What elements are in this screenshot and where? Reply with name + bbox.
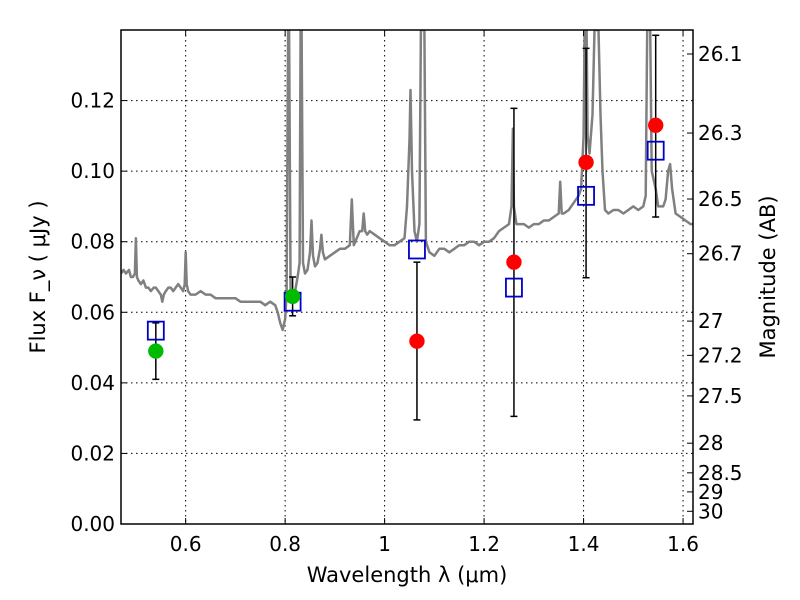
x-tick-label: 0.8 xyxy=(269,532,301,556)
x-axis-label: Wavelength λ (μm) xyxy=(307,563,508,587)
right-tick-label: 30 xyxy=(698,499,723,523)
flux-point-marker xyxy=(578,154,594,171)
flux-point-marker xyxy=(409,333,425,349)
right-tick-label: 26.1 xyxy=(698,42,743,66)
y-tick-label: 0.04 xyxy=(70,371,115,395)
x-tick-label: 1 xyxy=(378,532,391,556)
flux-point-marker xyxy=(148,343,164,359)
model-square-marker xyxy=(646,140,665,161)
y-axis-label: Flux F_ν ( μJy ) xyxy=(26,200,51,353)
spectrum-line xyxy=(121,30,693,332)
model-square-marker xyxy=(505,277,523,298)
y-tick-label: 0.08 xyxy=(70,230,115,254)
y-tick-label: 0.10 xyxy=(70,159,115,183)
model-square-marker xyxy=(577,185,595,206)
right-tick-label: 26.3 xyxy=(698,121,743,145)
marker-layer xyxy=(146,117,665,359)
x-tick-label: 1.2 xyxy=(468,532,500,556)
flux-point-marker xyxy=(506,254,522,270)
grid xyxy=(121,30,693,524)
model-square-marker xyxy=(408,239,426,260)
tick-labels: 0.6 0.8 1 1.2 1.4 1.6 0.00 0.02 0.04 0.06 0.08 0.10… xyxy=(70,42,742,556)
right-tick-label: 27.2 xyxy=(698,343,743,367)
right-tick-label: 26.7 xyxy=(698,242,743,266)
data-layer xyxy=(121,30,693,332)
x-tick-label: 0.6 xyxy=(170,532,202,556)
right-tick-label: 27.5 xyxy=(698,384,743,408)
y-tick-label: 0.00 xyxy=(70,512,115,536)
right-axis-label: Magnitude (AB) xyxy=(756,195,780,358)
model-square-marker xyxy=(146,320,165,341)
flux-point-marker xyxy=(647,117,664,134)
x-tick-label: 1.6 xyxy=(667,532,699,556)
y-tick-label: 0.12 xyxy=(70,89,115,113)
tick-marks xyxy=(121,30,693,525)
y-tick-label: 0.06 xyxy=(70,300,115,324)
x-tick-label: 1.4 xyxy=(568,532,600,556)
right-tick-label: 27 xyxy=(698,309,723,333)
right-tick-label: 26.5 xyxy=(698,187,743,211)
right-tick-label: 28 xyxy=(698,431,723,455)
right-tick-label: 29 xyxy=(698,480,723,504)
plot-frame xyxy=(120,29,694,525)
y-tick-label: 0.02 xyxy=(70,441,115,465)
right-tick-label: 28.5 xyxy=(698,461,743,485)
flux-point-marker xyxy=(284,288,301,305)
plot-background xyxy=(121,30,693,524)
